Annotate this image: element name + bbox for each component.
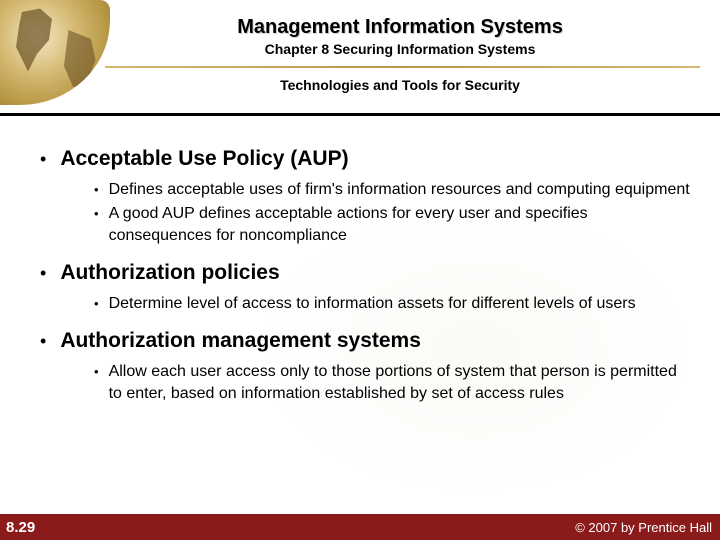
bullet-icon: •	[40, 145, 46, 173]
list-item: • Determine level of access to informati…	[94, 293, 690, 315]
list-item: • A good AUP defines acceptable actions …	[94, 203, 690, 247]
sub-text: Allow each user access only to those por…	[109, 361, 690, 405]
chapter-title: Chapter 8 Securing Information Systems	[80, 41, 720, 57]
heading-text: Authorization management systems	[60, 327, 421, 355]
slide-content: • Acceptable Use Policy (AUP) • Defines …	[0, 105, 720, 405]
list-item: • Allow each user access only to those p…	[94, 361, 690, 405]
heading-text: Acceptable Use Policy (AUP)	[60, 145, 348, 173]
list-item: • Defines acceptable uses of firm's info…	[94, 179, 690, 201]
sub-list: • Allow each user access only to those p…	[94, 361, 690, 405]
slide-footer: 8.29 © 2007 by Prentice Hall	[0, 514, 720, 540]
sub-text: A good AUP defines acceptable actions fo…	[109, 203, 690, 247]
page-number: 8.29	[6, 519, 35, 536]
heading-text: Authorization policies	[60, 259, 279, 287]
bullet-icon: •	[94, 361, 99, 383]
bullet-icon: •	[94, 203, 99, 225]
list-item: • Authorization policies	[40, 259, 690, 287]
list-item: • Authorization management systems	[40, 327, 690, 355]
section-subtitle: Technologies and Tools for Security	[80, 77, 720, 93]
course-title: Management Information Systems	[80, 16, 720, 39]
bullet-icon: •	[40, 259, 46, 287]
list-item: • Acceptable Use Policy (AUP)	[40, 145, 690, 173]
header-bottom-bar	[0, 113, 720, 116]
copyright-text: © 2007 by Prentice Hall	[575, 520, 712, 535]
sub-list: • Determine level of access to informati…	[94, 293, 690, 315]
bullet-icon: •	[94, 293, 99, 315]
bullet-icon: •	[94, 179, 99, 201]
sub-list: • Defines acceptable uses of firm's info…	[94, 179, 690, 247]
bullet-icon: •	[40, 327, 46, 355]
slide-header: Management Information Systems Chapter 8…	[0, 0, 720, 105]
header-divider	[105, 66, 700, 68]
sub-text: Determine level of access to information…	[109, 293, 636, 315]
sub-text: Defines acceptable uses of firm's inform…	[109, 179, 690, 201]
